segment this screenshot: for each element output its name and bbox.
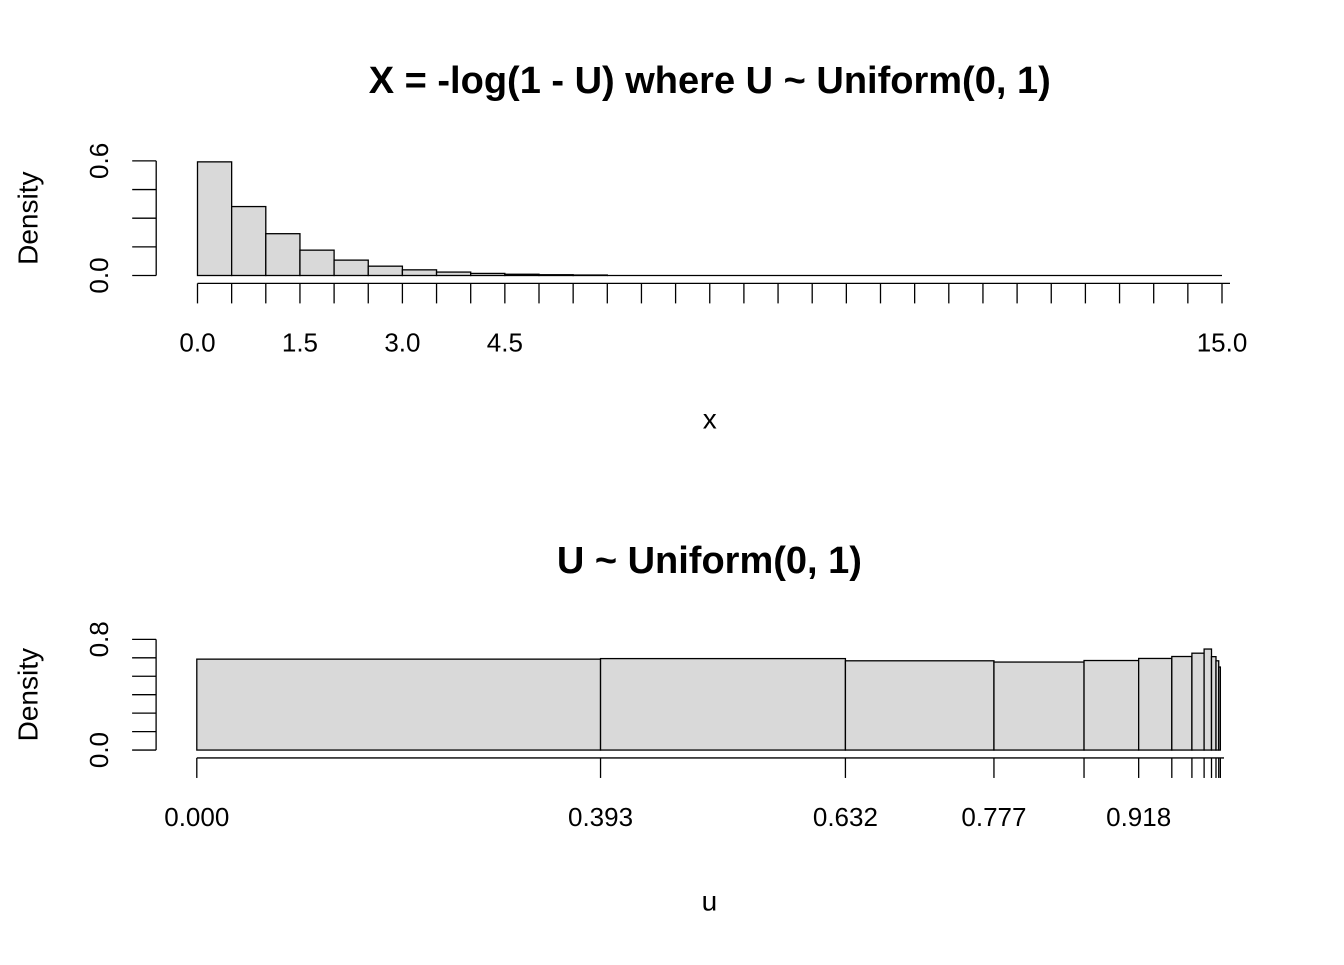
- svg-text:3.0: 3.0: [384, 327, 420, 357]
- svg-text:0.918: 0.918: [1106, 802, 1171, 832]
- svg-text:0.0: 0.0: [84, 257, 114, 293]
- svg-text:0.0: 0.0: [179, 327, 215, 357]
- svg-text:15.0: 15.0: [1197, 327, 1248, 357]
- svg-text:0.393: 0.393: [568, 802, 633, 832]
- svg-text:Density: Density: [12, 172, 43, 265]
- svg-text:X = -log(1 - U) where U ~ Unif: X = -log(1 - U) where U ~ Uniform(0, 1): [369, 60, 1051, 102]
- svg-text:1.5: 1.5: [282, 327, 318, 357]
- svg-text:Density: Density: [12, 648, 43, 741]
- svg-text:0.777: 0.777: [961, 802, 1026, 832]
- svg-text:0.000: 0.000: [164, 802, 229, 832]
- svg-text:u: u: [702, 885, 718, 916]
- svg-text:U ~ Uniform(0, 1): U ~ Uniform(0, 1): [557, 540, 862, 582]
- svg-text:4.5: 4.5: [487, 327, 523, 357]
- svg-text:0.8: 0.8: [84, 621, 114, 657]
- svg-text:0.6: 0.6: [84, 143, 114, 179]
- svg-text:0.632: 0.632: [813, 802, 878, 832]
- svg-text:0.0: 0.0: [84, 732, 114, 768]
- svg-text:x: x: [703, 404, 717, 435]
